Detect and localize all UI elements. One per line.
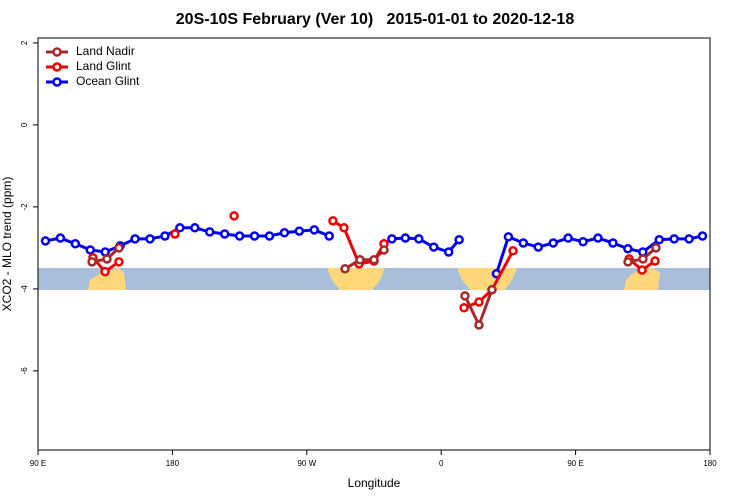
x-tick-label: 180 xyxy=(703,459,717,468)
data-point xyxy=(87,257,97,267)
data-point xyxy=(40,236,51,246)
data-point xyxy=(130,234,140,244)
x-tick-label: 180 xyxy=(166,459,180,468)
data-point xyxy=(324,231,334,241)
plot-frame xyxy=(37,37,711,451)
land xyxy=(327,268,385,290)
data-point xyxy=(578,236,588,247)
data-point xyxy=(102,254,112,264)
data-point xyxy=(55,233,66,243)
data-point xyxy=(249,231,260,241)
data-point xyxy=(114,257,124,267)
data-point xyxy=(114,243,124,253)
data-point xyxy=(264,231,275,241)
data-point xyxy=(294,226,305,236)
data-point xyxy=(379,245,389,255)
data-point xyxy=(400,233,411,243)
data-point xyxy=(170,229,180,239)
data-point xyxy=(454,234,464,245)
data-point xyxy=(623,257,633,267)
legend-marker xyxy=(52,47,62,57)
data-point xyxy=(279,227,290,238)
data-point xyxy=(593,233,603,243)
x-tick-label: 90 W xyxy=(297,459,316,468)
data-point xyxy=(204,227,215,237)
land xyxy=(624,268,660,290)
series-line xyxy=(45,226,703,275)
land xyxy=(88,268,126,290)
data-point xyxy=(637,265,647,275)
legend-marker xyxy=(52,77,62,87)
data-point xyxy=(474,297,484,307)
y-tick-label: 0 xyxy=(20,122,29,127)
data-point xyxy=(175,223,185,233)
data-point xyxy=(654,234,664,245)
y-tick-label: 2 xyxy=(20,40,29,45)
data-point xyxy=(160,231,170,241)
data-point xyxy=(669,234,679,244)
data-point xyxy=(548,238,558,248)
data-point xyxy=(650,256,660,266)
data-point xyxy=(623,243,633,254)
data-point xyxy=(355,255,365,265)
data-point xyxy=(190,223,200,233)
data-point xyxy=(387,234,397,244)
data-point xyxy=(608,238,618,248)
chart-title: 20S-10S February (Ver 10) 2015-01-01 to … xyxy=(176,11,575,28)
data-point xyxy=(487,284,497,295)
data-point xyxy=(145,234,155,244)
data-point xyxy=(339,223,349,233)
data-point xyxy=(70,239,81,249)
data-point xyxy=(563,233,573,243)
data-point xyxy=(328,216,338,226)
data-point xyxy=(234,231,245,241)
data-point xyxy=(369,255,379,265)
x-tick-label: 90 E xyxy=(567,459,583,468)
y-tick-label: -4 xyxy=(20,285,29,293)
map-strip xyxy=(38,268,710,290)
y-tick-label: -6 xyxy=(20,367,29,375)
data-point xyxy=(219,229,230,239)
data-point xyxy=(638,254,648,264)
data-point xyxy=(340,264,350,274)
data-point xyxy=(651,243,661,253)
data-point xyxy=(518,238,529,248)
y-tick-label: -2 xyxy=(20,203,29,211)
x-axis-label: Longitude xyxy=(348,476,401,490)
x-tick-label: 0 xyxy=(439,459,444,468)
data-point xyxy=(697,231,708,241)
legend-label: Land Glint xyxy=(76,59,131,73)
data-point xyxy=(85,245,96,255)
legend-marker xyxy=(52,62,62,72)
data-point xyxy=(443,247,454,257)
legend-label: Land Nadir xyxy=(76,44,135,58)
data-point xyxy=(414,234,424,244)
data-point xyxy=(428,242,439,252)
data-point xyxy=(474,320,484,330)
x-tick-label: 90 E xyxy=(30,459,46,468)
data-point xyxy=(459,302,469,313)
data-point xyxy=(309,225,320,235)
data-point xyxy=(229,211,239,221)
data-point xyxy=(684,234,694,244)
legend-label: Ocean Glint xyxy=(76,74,140,88)
data-point xyxy=(503,232,514,242)
y-axis-label: XCO2 - MLO trend (ppm) xyxy=(0,177,14,312)
data-point xyxy=(508,246,518,256)
data-point xyxy=(460,291,470,301)
data-point xyxy=(533,242,544,252)
data-point xyxy=(100,266,110,277)
